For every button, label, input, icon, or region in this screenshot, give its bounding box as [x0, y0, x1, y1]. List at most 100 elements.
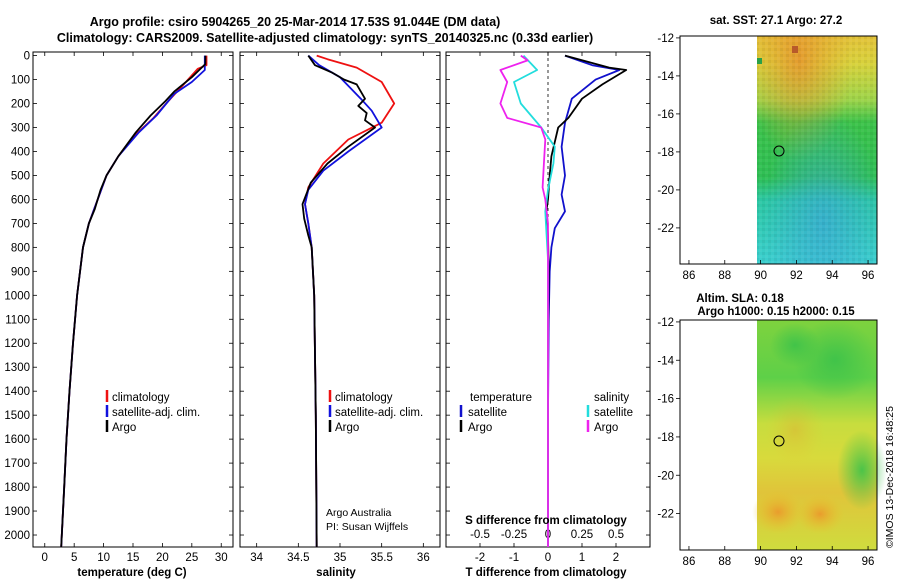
legend-label-t-satellite: satellite: [468, 407, 507, 419]
temperature-tick-label: 10: [97, 552, 110, 564]
lon-tick-label: 94: [826, 556, 839, 568]
sla-green-region-3: [837, 430, 887, 510]
depth-tick-label: 1200: [4, 338, 30, 350]
sla-map-title-1: Altim. SLA: 0.18: [696, 293, 784, 305]
sst-pixel-texture: [757, 36, 877, 264]
lat-tick-label: -14: [657, 71, 674, 83]
title-line-1: Argo profile: csiro 5904265_20 25-Mar-20…: [90, 15, 501, 29]
s-difference-tick-label: 0.5: [608, 529, 624, 541]
difference-legend: temperature satellite Argo salinity sate…: [459, 392, 633, 434]
sla-orange-region: [752, 490, 804, 534]
legend-title-temperature: temperature: [470, 392, 532, 404]
depth-tick-label: 1600: [4, 434, 30, 446]
temperature-tick-label: 30: [215, 552, 228, 564]
t-difference-tick-label: 1: [579, 552, 585, 564]
legend-label-climatology: climatology: [112, 392, 170, 404]
lat-tick-label: -14: [657, 355, 674, 367]
lon-tick-label: 86: [683, 556, 696, 568]
salinity-xlabel: salinity: [316, 567, 356, 579]
sla-map-title-2: Argo h1000: 0.15 h2000: 0.15: [697, 306, 855, 318]
temperature-tick-label: 5: [71, 552, 77, 564]
lon-tick-label: 90: [754, 556, 767, 568]
series-line-argo: [301, 55, 376, 548]
sst-argo-position-marker: [773, 145, 785, 157]
sst-warm-pixel: [792, 46, 798, 53]
legend-label-argo: Argo: [335, 422, 359, 434]
salinity-x-axis: 34 34.5 35 35.5 36: [250, 52, 430, 564]
lon-tick-label: 86: [683, 270, 696, 282]
depth-tick-label: 1000: [4, 290, 30, 302]
legend-label-t-argo: Argo: [468, 422, 492, 434]
series-line-argo: [60, 55, 207, 548]
series-line-satellite-adj-clim: [60, 55, 206, 548]
s-difference-tick-label: -0.5: [470, 529, 490, 541]
depth-tick-label: 400: [11, 146, 30, 158]
temperature-xlabel: temperature (deg C): [77, 567, 186, 579]
salinity-legend: climatology satellite-adj. clim. Argo: [328, 390, 423, 434]
series-line-climatology: [60, 55, 208, 548]
sla-green-region-2: [770, 323, 820, 367]
depth-tick-label: 500: [11, 170, 30, 182]
depth-tick-label: 700: [11, 218, 30, 230]
depth-tick-label: 100: [11, 75, 30, 87]
legend-label-argo: Argo: [112, 422, 136, 434]
temperature-x-axis: 0 5 10 15 20 25 30: [42, 52, 228, 564]
s-difference-tick-label: 0.25: [571, 529, 593, 541]
legend-label-s-satellite: satellite: [594, 407, 633, 419]
lon-tick-label: 96: [862, 270, 875, 282]
t-difference-xlabel: T difference from climatology: [465, 567, 627, 579]
legend-label-satellite: satellite-adj. clim.: [112, 407, 200, 419]
temperature-tick-label: 20: [156, 552, 169, 564]
lon-tick-label: 92: [790, 270, 803, 282]
lat-tick-label: -12: [657, 317, 674, 329]
sst-map: [679, 35, 878, 265]
salinity-series: [301, 54, 396, 548]
sst-lat-axis: -12 -14 -16 -18 -20 -22: [657, 33, 680, 235]
legend-label-satellite: satellite-adj. clim.: [335, 407, 423, 419]
salinity-tick-label: 36: [417, 552, 430, 564]
sla-orange-region-2: [796, 494, 844, 534]
footer-timestamp: ©IMOS 13-Dec-2018 16:48:25: [884, 406, 896, 548]
legend-title-salinity: salinity: [594, 392, 629, 404]
t-difference-tick-label: 0: [545, 552, 551, 564]
t-difference-tick-label: 2: [613, 552, 619, 564]
series-line-temperature-satellite: [547, 54, 621, 547]
lat-tick-label: -22: [657, 223, 674, 235]
series-line-salinity-argo: [499, 54, 549, 547]
salinity-panel-frame: [239, 51, 441, 548]
credit-pi: PI: Susan Wijffels: [326, 521, 408, 533]
temperature-legend: climatology satellite-adj. clim. Argo: [105, 390, 200, 434]
sst-lon-axis: 86 88 90 92 94 96: [683, 260, 875, 282]
sst-map-frame: [679, 35, 878, 265]
lon-tick-label: 88: [718, 270, 731, 282]
s-difference-tick-label: -0.25: [501, 529, 527, 541]
legend-label-s-argo: Argo: [594, 422, 618, 434]
temperature-series: [60, 55, 208, 548]
lon-tick-label: 90: [754, 270, 767, 282]
legend-label-climatology: climatology: [335, 392, 393, 404]
depth-tick-label: 200: [11, 99, 30, 111]
difference-series: [499, 54, 628, 547]
sla-lat-axis: -12 -14 -16 -18 -20 -22: [657, 317, 680, 521]
salinity-tick-label: 35.5: [370, 552, 392, 564]
lat-tick-label: -18: [657, 432, 674, 444]
t-difference-x-axis: -2 -1 0 1 2: [475, 52, 619, 564]
lat-tick-label: -20: [657, 185, 674, 197]
series-line-salinity-satellite: [513, 54, 556, 547]
series-line-climatology: [304, 54, 396, 548]
lat-tick-label: -20: [657, 470, 674, 482]
lon-tick-label: 88: [718, 556, 731, 568]
sla-map: [679, 319, 887, 551]
salinity-tick-label: 34: [250, 552, 263, 564]
lon-tick-label: 94: [826, 270, 839, 282]
s-difference-x-axis: -0.5 -0.25 0 0.25 0.5: [470, 529, 624, 541]
depth-tick-label: 900: [11, 266, 30, 278]
salinity-tick-label: 34.5: [287, 552, 309, 564]
t-difference-tick-label: -2: [475, 552, 485, 564]
sst-green-pixel: [757, 58, 762, 64]
depth-tick-label: 1400: [4, 386, 30, 398]
depth-tick-label: 1300: [4, 362, 30, 374]
lat-tick-label: -22: [657, 509, 674, 521]
t-difference-tick-label: -1: [509, 552, 519, 564]
